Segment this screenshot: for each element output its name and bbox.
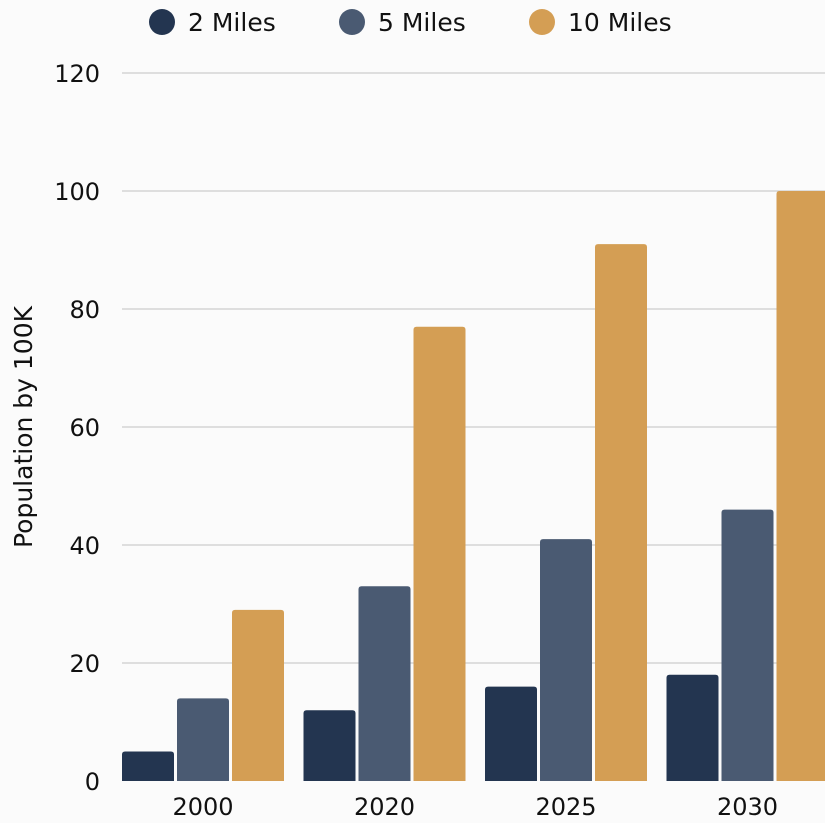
legend-marker-10-miles xyxy=(529,9,555,35)
bar-2000-2-miles xyxy=(122,752,174,782)
legend-label-10-miles: 10 Miles xyxy=(568,8,672,37)
bar-2030-5-miles xyxy=(722,510,774,781)
x-tick-label-2020: 2020 xyxy=(354,793,415,819)
x-tick-label-2000: 2000 xyxy=(172,793,233,819)
y-axis-title: Population by 100K xyxy=(9,305,38,548)
x-tick-label-2030: 2030 xyxy=(717,793,778,819)
bar-2030-10-miles xyxy=(777,191,825,781)
bar-2000-10-miles xyxy=(232,610,284,781)
bar-2000-5-miles xyxy=(177,698,229,781)
gridlines xyxy=(122,73,825,663)
y-tick-label-60: 60 xyxy=(69,414,100,442)
y-axis-ticks: 0 20 40 60 80 100 120 xyxy=(54,60,100,796)
bar-2025-5-miles xyxy=(540,539,592,781)
bar-2025-10-miles xyxy=(595,244,647,781)
y-tick-label-20: 20 xyxy=(69,650,100,678)
legend: 2 Miles 5 Miles 10 Miles xyxy=(149,8,672,37)
legend-marker-2-miles xyxy=(149,9,175,35)
bar-2020-2-miles xyxy=(304,710,356,781)
legend-label-5-miles: 5 Miles xyxy=(378,8,466,37)
y-tick-label-100: 100 xyxy=(54,178,100,206)
y-tick-label-120: 120 xyxy=(54,60,100,88)
legend-marker-5-miles xyxy=(339,9,365,35)
bar-2020-10-miles xyxy=(414,327,466,781)
y-tick-label-80: 80 xyxy=(69,296,100,324)
x-axis-ticks: 2000 2020 2025 2030 xyxy=(172,793,778,819)
bars xyxy=(122,191,825,781)
y-tick-label-40: 40 xyxy=(69,532,100,560)
bar-2020-5-miles xyxy=(359,586,411,781)
legend-label-2-miles: 2 Miles xyxy=(188,8,276,37)
bar-2025-2-miles xyxy=(485,687,537,781)
bar-2030-2-miles xyxy=(667,675,719,781)
x-tick-label-2025: 2025 xyxy=(535,793,596,819)
y-tick-label-0: 0 xyxy=(85,768,100,796)
